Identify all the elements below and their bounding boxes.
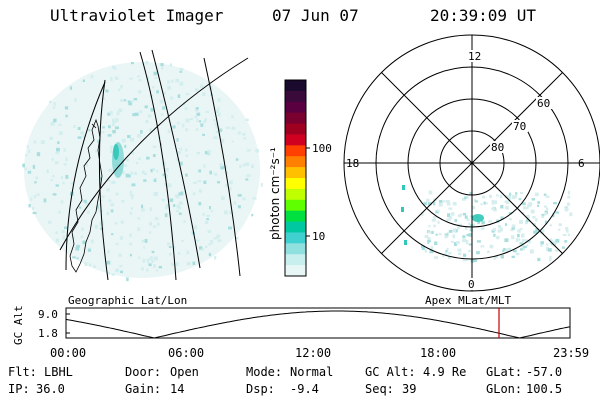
colorbar-segment — [285, 167, 306, 179]
colorbar — [285, 80, 306, 277]
door-key: Door: — [125, 365, 162, 379]
orbit-xtick-0600: 06:00 — [168, 346, 204, 360]
glon-value: 100.5 — [526, 382, 563, 396]
colorbar-segment — [285, 156, 306, 168]
lat-label-70: 70 — [513, 120, 526, 133]
colorbar-segment — [285, 80, 306, 92]
orbit-xtick-1200: 12:00 — [295, 346, 331, 360]
colorbar-label-10: 10 — [312, 230, 325, 243]
colorbar-segment — [285, 232, 306, 244]
orbit-ytick-1.8: 1.8 — [38, 327, 58, 340]
header-date: 07 Jun 07 — [272, 6, 359, 25]
colorbar-segment — [285, 112, 306, 125]
colorbar-segment — [285, 210, 306, 223]
seq-value: 39 — [402, 382, 417, 396]
orbit-xtick-0000: 00:00 — [50, 346, 86, 360]
lat-label-60: 60 — [537, 97, 550, 110]
colorbar-segment — [285, 90, 306, 103]
colorbar-segment — [285, 134, 306, 146]
colorbar-unit-label: photon cm⁻²s⁻¹ — [268, 147, 282, 240]
mode-value: Normal — [290, 365, 334, 379]
door-value: Open — [170, 365, 199, 379]
right-map-caption: Apex MLat/MLT — [425, 294, 511, 307]
left-map-coastline — [69, 118, 103, 273]
mlt-label-18: 18 — [346, 157, 359, 170]
glat-value: -57.0 — [526, 365, 563, 379]
gc-alt-value: 4.9 Re — [423, 365, 467, 379]
colorbar-segment — [285, 254, 306, 266]
colorbar-segment — [285, 188, 306, 201]
ip-key: IP: — [8, 382, 30, 396]
colorbar-segment — [285, 243, 306, 255]
colorbar-segment — [285, 123, 306, 135]
right-map-grid — [343, 34, 600, 292]
left-map-grid — [59, 49, 249, 281]
orbit-frame — [65, 307, 571, 339]
orbit-ylabel: GC Alt — [12, 305, 25, 345]
left-map-caption: Geographic Lat/Lon — [68, 294, 187, 307]
glon-key: GLon: — [486, 382, 523, 396]
flt-key: Flt: — [8, 365, 37, 379]
orbit-altitude-curve — [65, 310, 571, 339]
colorbar-label-100: 100 — [312, 142, 332, 155]
header-time: 20:39:09 UT — [430, 6, 536, 25]
colorbar-frame — [284, 79, 307, 277]
glat-key: GLat: — [486, 365, 523, 379]
left-map-emission — [22, 60, 263, 282]
mlt-label-12: 12 — [468, 50, 481, 63]
lat-label-80: 80 — [491, 141, 504, 154]
colorbar-segment — [285, 145, 306, 157]
instrument-title: Ultraviolet Imager — [50, 6, 224, 25]
orbit-xtick-1800: 18:00 — [420, 346, 456, 360]
dsp-value: -9.4 — [290, 382, 319, 396]
orbit-panel: 9.0 1.8 GC Alt 00:00 06:00 12:00 18:00 2… — [12, 305, 589, 360]
mlt-label-6: 6 — [578, 157, 585, 170]
colorbar-segment — [285, 199, 306, 212]
colorbar-segment — [285, 265, 306, 277]
mode-key: Mode: — [246, 365, 283, 379]
orbit-ytick-9: 9.0 — [38, 308, 58, 321]
colorbar-segment — [285, 101, 306, 114]
gain-value: 14 — [170, 382, 185, 396]
flt-value: LBHL — [44, 365, 73, 379]
dsp-key: Dsp: — [246, 382, 275, 396]
colorbar-segment — [285, 221, 306, 233]
orbit-xtick-2359: 23:59 — [553, 346, 589, 360]
gc-alt-key: GC Alt: — [365, 365, 416, 379]
colorbar-segment — [285, 178, 306, 190]
gain-key: Gain: — [125, 382, 162, 396]
ip-value: 36.0 — [36, 382, 65, 396]
mlt-label-0: 0 — [468, 278, 475, 291]
seq-key: Seq: — [365, 382, 394, 396]
